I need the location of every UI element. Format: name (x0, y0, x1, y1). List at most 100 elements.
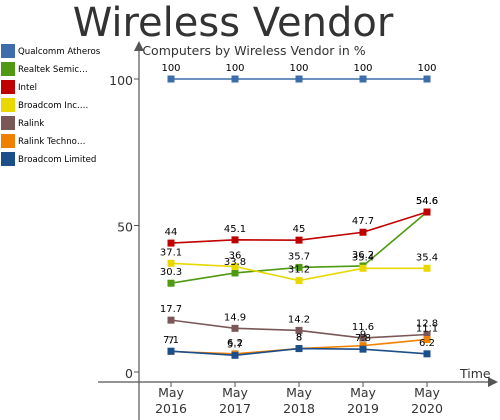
legend-swatch (1, 152, 15, 166)
legend-label: Ralink (18, 119, 44, 129)
legend-item-ralink: Ralink (1, 116, 44, 130)
data-point (359, 342, 367, 350)
data-label: 5.7 (227, 339, 243, 350)
data-point (295, 75, 303, 83)
legend-label: Broadcom Inc.… (18, 101, 88, 111)
legend-label: Realtek Semic… (18, 65, 88, 75)
data-label: 37.1 (160, 247, 182, 258)
legend-swatch (1, 62, 15, 76)
series-intel (167, 208, 431, 247)
data-label: 36.2 (352, 250, 374, 261)
legend-item-broadcom-inc: Broadcom Inc.… (1, 98, 88, 112)
data-point (167, 316, 175, 324)
legend-swatch (1, 98, 15, 112)
data-label: 12.8 (416, 318, 438, 329)
axes: 0 50 100 May 2016 May 2017 May 2018 May 2019 May 202… (98, 41, 498, 420)
data-point (231, 236, 239, 244)
data-label: 54.6 (416, 196, 438, 207)
series-broadcom-inc (167, 259, 431, 285)
data-label: 33.8 (224, 257, 246, 268)
x-tick-label: May 2018 (283, 385, 315, 416)
data-point (359, 228, 367, 236)
data-label: 6.2 (227, 338, 243, 349)
data-point (231, 269, 239, 277)
legend-swatch (1, 80, 15, 94)
data-label: 35.7 (288, 251, 310, 262)
data-label: 30.3 (160, 267, 182, 278)
y-tick-label: 0 (125, 366, 133, 381)
y-tick-label: 100 (109, 73, 133, 88)
data-point (423, 208, 431, 216)
data-label: 14.9 (224, 312, 246, 323)
legend-swatch (1, 134, 15, 148)
data-point (359, 334, 367, 342)
data-point (423, 350, 431, 358)
data-label: 36 (229, 251, 242, 262)
legend-item-intel: Intel (1, 80, 37, 94)
series-layer (167, 75, 431, 359)
x-axis-label: Time (459, 366, 491, 381)
data-label: 54.6 (416, 196, 438, 207)
data-label: 11.1 (416, 323, 438, 334)
data-point (359, 345, 367, 353)
data-point (423, 264, 431, 272)
legend-label: Intel (18, 83, 37, 93)
series-broadcom-limited (167, 345, 431, 359)
data-label: 35.4 (416, 252, 438, 263)
data-point (231, 75, 239, 83)
data-label: 100 (417, 63, 436, 74)
x-tick-label: May 2017 (219, 385, 251, 416)
data-point (295, 326, 303, 334)
data-labels: 100 100 100 100 100 30.3 33.8 35.7 36.2 54.6 44 45.… (160, 63, 438, 350)
legend-item-ralink-technology: Ralink Techno… (1, 134, 86, 148)
legend-label: Qualcomm Atheros (18, 47, 101, 57)
legend-swatch (1, 116, 15, 130)
data-label: 14.2 (288, 314, 310, 325)
data-point (423, 330, 431, 338)
data-label: 31.2 (288, 265, 310, 276)
data-label: 17.7 (160, 304, 182, 315)
data-point (359, 75, 367, 83)
data-point (167, 347, 175, 355)
legend-item-broadcom-limited: Broadcom Limited (1, 152, 96, 166)
legend: Qualcomm Atheros Realtek Semic… Intel Broad… (1, 44, 101, 166)
data-label: 8 (296, 333, 302, 344)
chart-title: Wireless Vendor (72, 0, 394, 46)
data-point (167, 239, 175, 247)
legend-label: Ralink Techno… (18, 137, 86, 147)
data-label: 45 (293, 224, 306, 235)
data-label: 9 (360, 330, 366, 341)
y-axis-arrow (134, 41, 144, 51)
legend-item-qualcomm-atheros: Qualcomm Atheros (1, 44, 101, 58)
data-point (295, 263, 303, 271)
data-point (231, 263, 239, 271)
data-label: 47.7 (352, 216, 374, 227)
data-label: 100 (225, 63, 244, 74)
series-ralink (167, 316, 431, 342)
data-point (231, 351, 239, 359)
data-point (167, 279, 175, 287)
data-label: 100 (289, 63, 308, 74)
data-point (423, 335, 431, 343)
data-point (295, 236, 303, 244)
data-label: 7.1 (163, 335, 179, 346)
series-qualcomm-atheros (167, 75, 431, 83)
data-label: 100 (353, 63, 372, 74)
data-label: 8 (296, 333, 302, 344)
data-point (231, 324, 239, 332)
data-point (423, 75, 431, 83)
data-point (359, 264, 367, 272)
data-label: 35.4 (352, 252, 374, 263)
x-tick-label: May 2019 (347, 385, 379, 416)
x-axis-arrow (488, 377, 498, 387)
data-point (295, 345, 303, 353)
data-point (167, 259, 175, 267)
data-label: 44 (165, 227, 178, 238)
legend-swatch (1, 44, 15, 58)
data-label: 45.1 (224, 224, 246, 235)
data-label: 7.8 (355, 333, 371, 344)
chart-subtitle: Computers by Wireless Vendor in % (142, 43, 365, 58)
data-label: 6.2 (419, 338, 435, 349)
data-label: 100 (161, 63, 180, 74)
